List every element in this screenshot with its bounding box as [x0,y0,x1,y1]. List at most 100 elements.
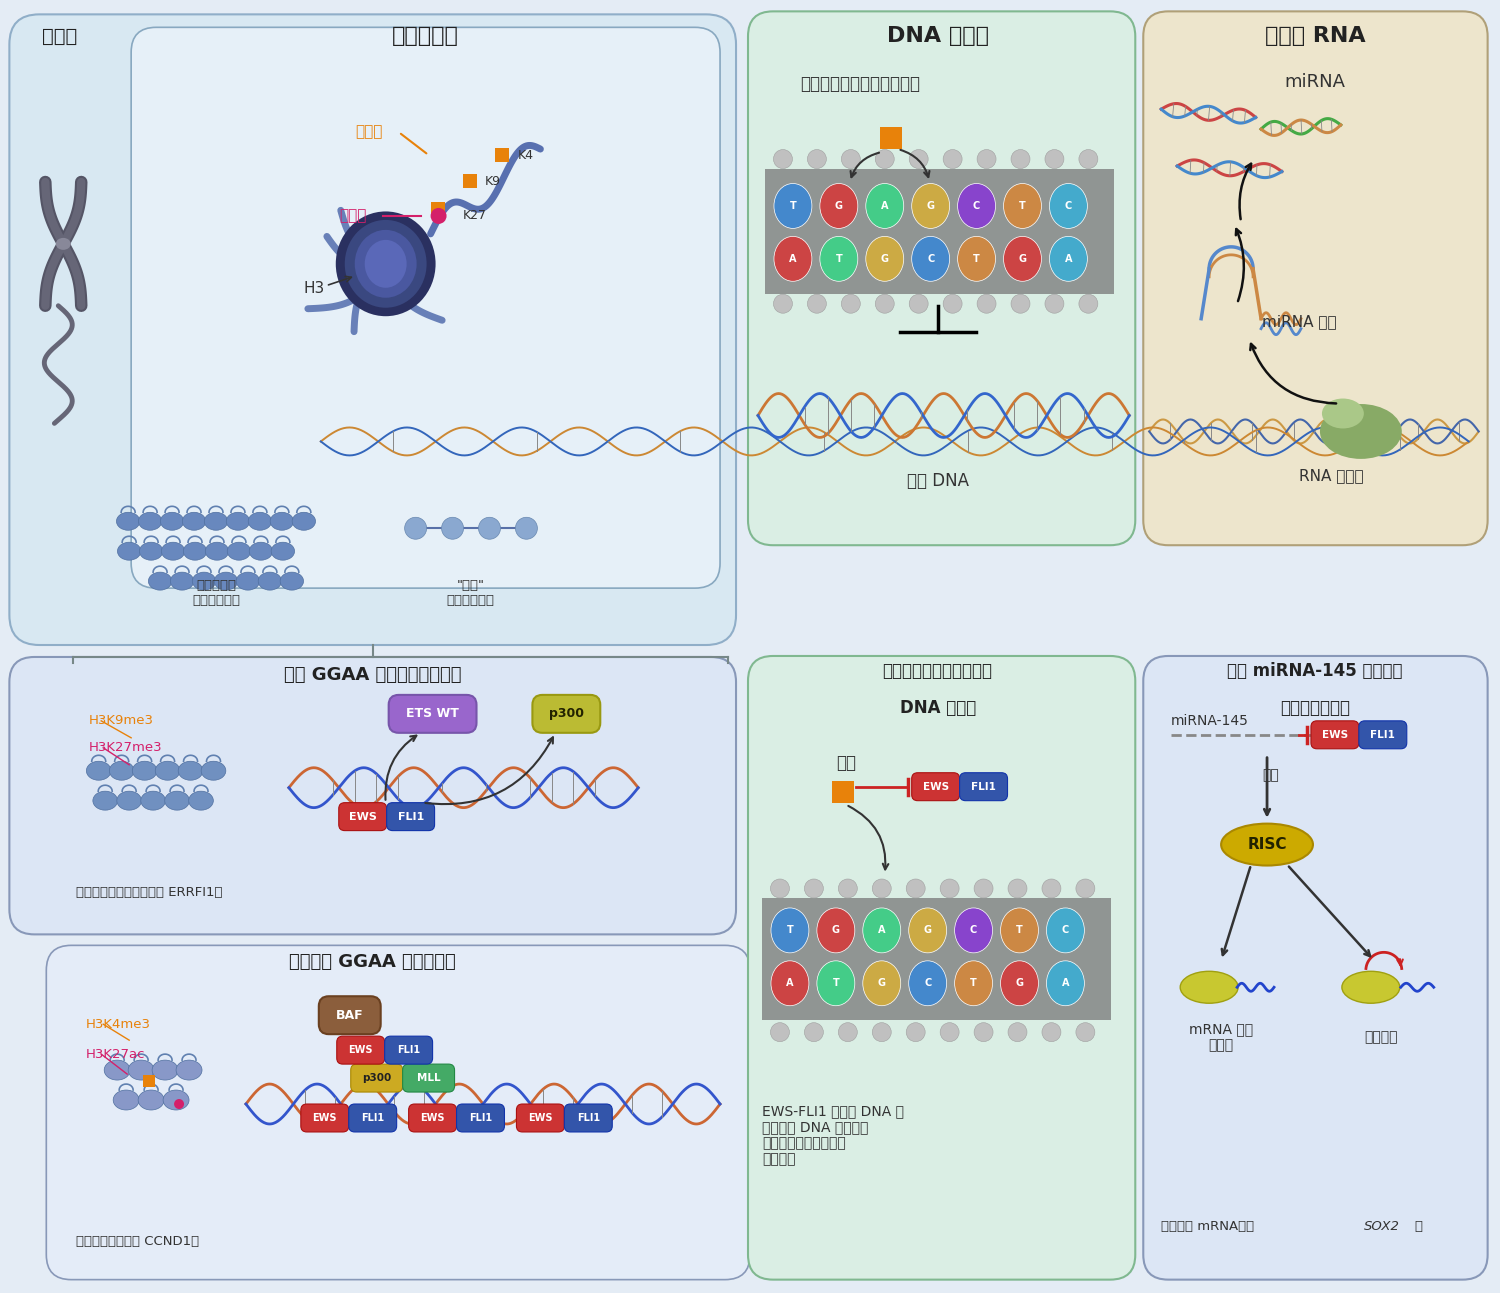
Ellipse shape [104,1060,130,1080]
Text: C: C [924,979,932,988]
Ellipse shape [909,150,928,168]
Text: A: A [789,253,796,264]
Ellipse shape [292,512,315,530]
Bar [495,149,510,162]
Ellipse shape [138,512,162,530]
Text: 甲基: 甲基 [836,754,856,772]
Ellipse shape [183,512,206,530]
Bar [765,169,1114,294]
Text: p300: p300 [362,1073,392,1084]
Ellipse shape [1047,908,1084,953]
Ellipse shape [771,1023,789,1042]
Ellipse shape [912,184,950,229]
Ellipse shape [192,573,216,590]
Text: A: A [880,200,888,211]
Text: EWS: EWS [350,812,376,821]
Text: H3K4me3: H3K4me3 [86,1018,152,1031]
FancyBboxPatch shape [1311,720,1359,749]
Ellipse shape [873,879,891,897]
Ellipse shape [807,295,826,313]
Ellipse shape [176,1060,202,1080]
FancyBboxPatch shape [408,1104,456,1131]
Ellipse shape [1042,879,1060,897]
Ellipse shape [1042,1023,1060,1042]
FancyBboxPatch shape [402,1064,454,1093]
Text: C: C [974,200,980,211]
Ellipse shape [112,1090,140,1109]
Text: G: G [833,926,840,935]
Ellipse shape [774,237,812,282]
Ellipse shape [117,512,140,530]
Ellipse shape [128,1060,154,1080]
Ellipse shape [876,295,894,313]
Ellipse shape [1078,150,1098,168]
Ellipse shape [110,762,134,780]
Text: 甲基化: 甲基化 [356,124,382,140]
Ellipse shape [974,1023,993,1042]
FancyBboxPatch shape [912,773,960,800]
Text: T: T [974,253,980,264]
Ellipse shape [957,184,996,229]
Ellipse shape [364,240,407,288]
Ellipse shape [1046,150,1064,168]
Ellipse shape [821,237,858,282]
Text: ETS WT: ETS WT [406,707,459,720]
Ellipse shape [1078,295,1098,313]
Text: T: T [789,200,796,211]
Ellipse shape [862,961,900,1006]
Text: DNA 甲基化: DNA 甲基化 [900,700,977,716]
Ellipse shape [87,762,111,780]
Ellipse shape [336,212,435,317]
Ellipse shape [909,961,946,1006]
Text: A: A [878,926,885,935]
FancyBboxPatch shape [748,656,1136,1280]
Text: T: T [1019,200,1026,211]
Text: RNA 聚合酶: RNA 聚合酶 [1299,468,1364,482]
FancyBboxPatch shape [388,694,477,733]
Ellipse shape [478,517,501,539]
Text: 抑制: 抑制 [1263,768,1280,782]
Text: 甲基是转录因子结合的障碍: 甲基是转录因子结合的障碍 [800,75,920,93]
Ellipse shape [117,791,141,811]
Ellipse shape [178,762,203,780]
Bar [833,781,854,803]
Ellipse shape [1050,184,1088,229]
Text: K4: K4 [518,149,534,162]
Text: 癌基因启动子（如 CCND1）: 癌基因启动子（如 CCND1） [76,1235,200,1248]
Ellipse shape [804,879,824,897]
Text: H3K27ac: H3K27ac [86,1047,146,1060]
Text: DNA 甲基化: DNA 甲基化 [886,26,989,47]
Ellipse shape [1004,237,1041,282]
Ellipse shape [249,542,273,560]
Text: EWS: EWS [922,782,948,791]
Ellipse shape [148,573,172,590]
Ellipse shape [774,184,812,229]
Text: A: A [1065,253,1072,264]
FancyBboxPatch shape [384,1036,432,1064]
Ellipse shape [1180,971,1238,1003]
Ellipse shape [957,237,996,282]
Ellipse shape [771,879,789,897]
FancyBboxPatch shape [338,1036,384,1064]
Text: H3K27me3: H3K27me3 [88,741,164,754]
Ellipse shape [354,230,417,297]
Text: FLI1: FLI1 [398,812,424,821]
Text: T: T [836,253,842,264]
Ellipse shape [818,908,855,953]
Text: FLI1: FLI1 [470,1113,492,1124]
FancyBboxPatch shape [339,803,387,830]
Ellipse shape [873,1023,891,1042]
Text: 非编码 RNA: 非编码 RNA [1264,26,1365,47]
FancyBboxPatch shape [564,1104,612,1131]
Text: p300: p300 [549,707,584,720]
Ellipse shape [152,1060,178,1080]
Text: 融合蛋白提供的异质性的: 融合蛋白提供的异质性的 [882,662,993,680]
Ellipse shape [1076,1023,1095,1042]
FancyBboxPatch shape [130,27,720,588]
Text: 多能基因 mRNA（如: 多能基因 mRNA（如 [1161,1221,1258,1234]
Ellipse shape [132,762,158,780]
Text: G: G [878,979,886,988]
Ellipse shape [954,961,993,1006]
Ellipse shape [771,961,808,1006]
Bar [142,1074,154,1087]
